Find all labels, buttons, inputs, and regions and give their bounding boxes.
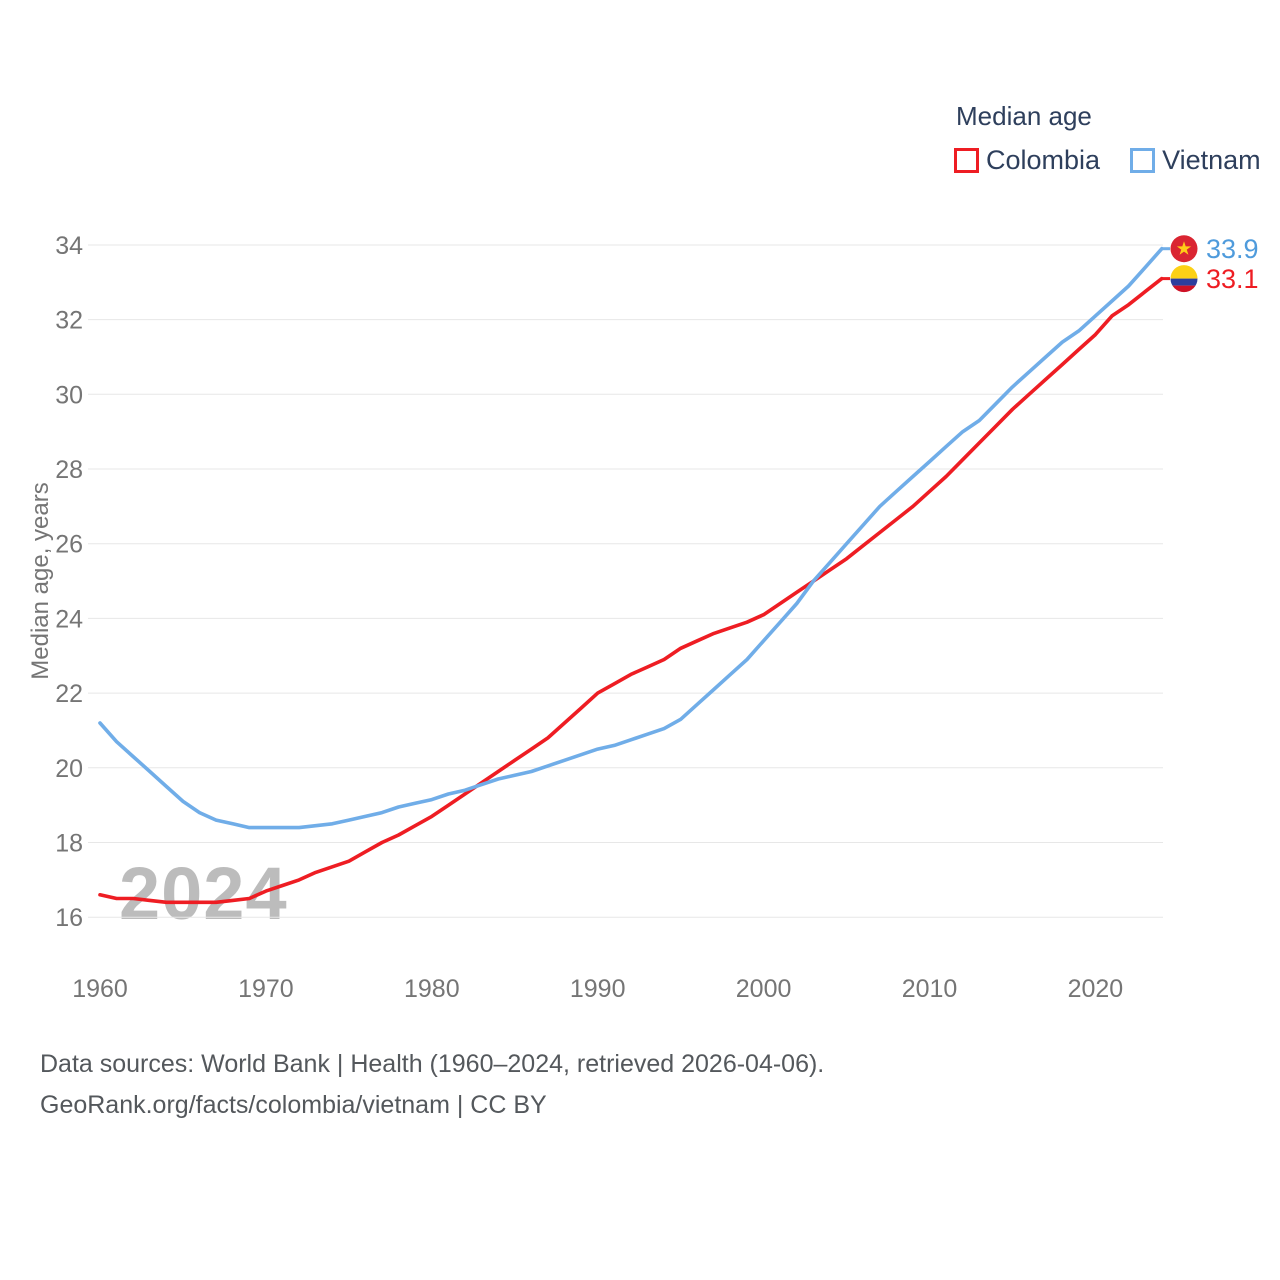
x-tick-label: 1980 xyxy=(404,975,460,1003)
y-tick-label: 20 xyxy=(55,755,83,783)
legend: Median age Colombia Vietnam xyxy=(954,101,1261,176)
legend-item-label: Colombia xyxy=(986,145,1101,175)
y-tick-label: 24 xyxy=(55,605,83,633)
series-lines xyxy=(98,246,1164,905)
x-tick-label: 1970 xyxy=(238,975,294,1003)
x-tick-label: 1990 xyxy=(570,975,626,1003)
end-label-vietnam-value: 33.9 xyxy=(1206,234,1259,264)
footer-line-1: Data sources: World Bank | Health (1960–… xyxy=(40,1050,825,1078)
colombia-line xyxy=(98,276,1164,905)
y-tick-labels: 16 18 20 22 24 26 28 30 32 34 xyxy=(55,232,83,932)
x-tick-label: 2010 xyxy=(902,975,958,1003)
y-tick-label: 26 xyxy=(55,531,83,559)
colombia-swatch-icon xyxy=(954,148,979,173)
y-tick-label: 34 xyxy=(55,232,83,260)
x-tick-label: 1960 xyxy=(72,975,128,1003)
x-tick-label: 2020 xyxy=(1068,975,1124,1003)
y-tick-label: 16 xyxy=(55,904,83,932)
gridlines xyxy=(88,244,1163,918)
end-label-connectors xyxy=(1161,247,1170,281)
y-tick-label: 28 xyxy=(55,456,83,484)
legend-item-colombia[interactable]: Colombia xyxy=(954,145,1100,176)
legend-item-label: Vietnam xyxy=(1162,145,1261,175)
vietnam-flag-icon xyxy=(1170,235,1198,263)
x-tick-label: 2000 xyxy=(736,975,792,1003)
colombia-flag-icon xyxy=(1170,265,1198,293)
y-tick-label: 18 xyxy=(55,830,83,858)
footer-line-2: GeoRank.org/facts/colombia/vietnam | CC … xyxy=(40,1091,547,1119)
y-axis-title: Median age, years xyxy=(27,482,54,679)
footer: Data sources: World Bank | Health (1960–… xyxy=(40,1044,824,1126)
vietnam-swatch-icon xyxy=(1130,148,1156,173)
legend-row: Colombia Vietnam xyxy=(954,145,1261,176)
legend-title: Median age xyxy=(956,101,1092,131)
end-label-colombia-value: 33.1 xyxy=(1206,264,1259,294)
legend-item-vietnam[interactable]: Vietnam xyxy=(1130,145,1261,176)
y-tick-label: 32 xyxy=(55,307,83,335)
vietnam-line xyxy=(98,246,1164,830)
y-tick-label: 22 xyxy=(55,680,83,708)
x-tick-labels: 1960 1970 1980 1990 2000 2010 2020 xyxy=(72,975,1123,1003)
y-tick-label: 30 xyxy=(55,381,83,409)
